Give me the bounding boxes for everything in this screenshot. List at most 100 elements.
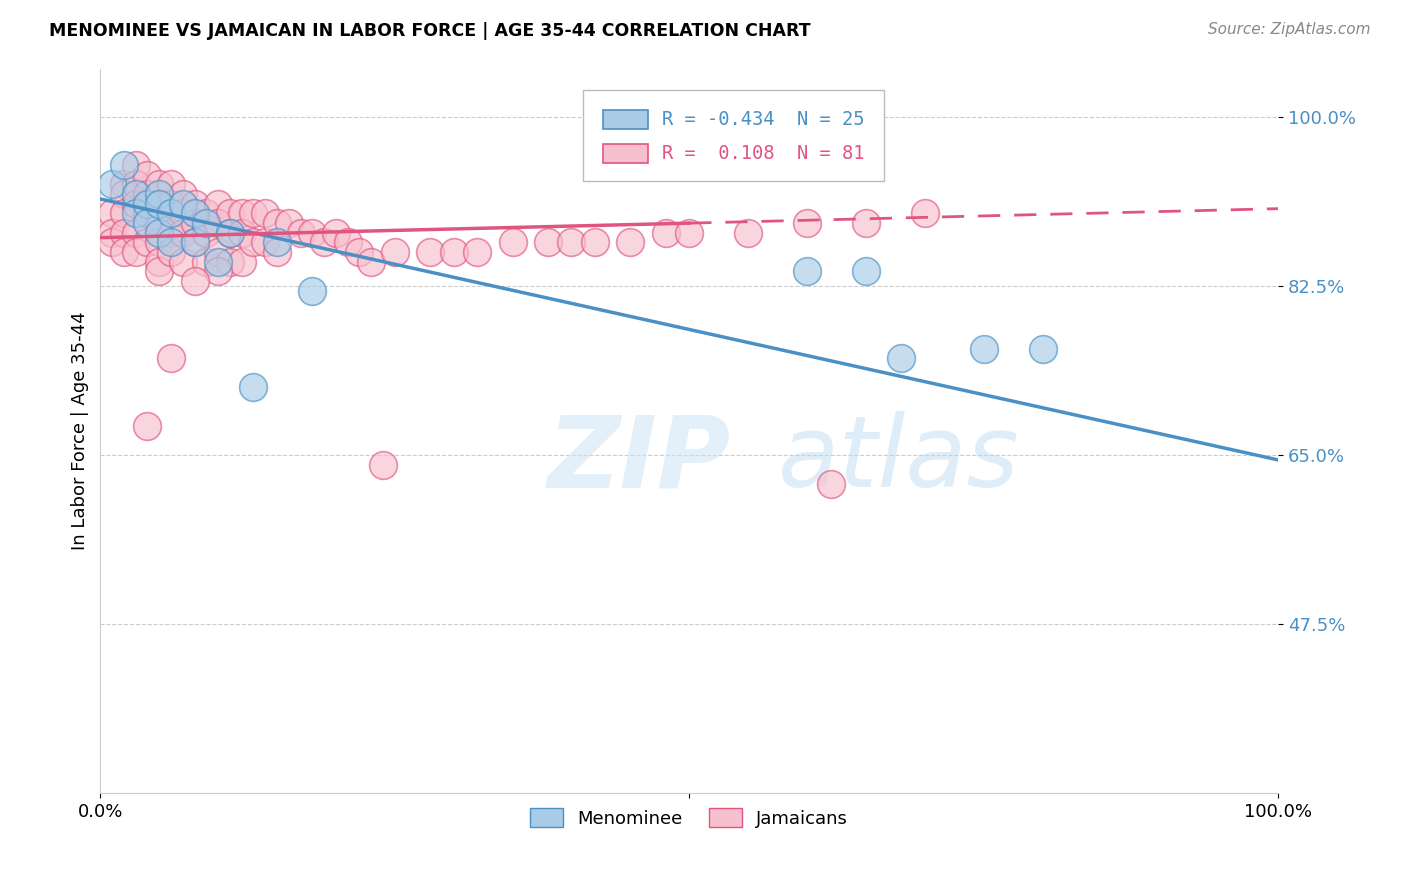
- Text: MENOMINEE VS JAMAICAN IN LABOR FORCE | AGE 35-44 CORRELATION CHART: MENOMINEE VS JAMAICAN IN LABOR FORCE | A…: [49, 22, 811, 40]
- Point: [148, 216, 170, 230]
- Point: [112, 158, 135, 172]
- Point: [855, 216, 877, 230]
- Point: [219, 226, 242, 240]
- Point: [560, 235, 582, 250]
- Point: [537, 235, 560, 250]
- Point: [160, 245, 183, 260]
- Point: [207, 245, 229, 260]
- Point: [125, 206, 148, 220]
- Text: Source: ZipAtlas.com: Source: ZipAtlas.com: [1208, 22, 1371, 37]
- Legend: Menominee, Jamaicans: Menominee, Jamaicans: [523, 801, 855, 835]
- Point: [314, 235, 336, 250]
- Point: [125, 158, 148, 172]
- Point: [219, 255, 242, 269]
- Point: [160, 351, 183, 366]
- Point: [125, 226, 148, 240]
- Point: [136, 206, 159, 220]
- Point: [254, 235, 277, 250]
- Point: [890, 351, 912, 366]
- Point: [101, 235, 124, 250]
- Point: [737, 226, 759, 240]
- Point: [148, 226, 170, 240]
- FancyBboxPatch shape: [583, 90, 883, 181]
- Y-axis label: In Labor Force | Age 35-44: In Labor Force | Age 35-44: [72, 311, 89, 550]
- Point: [219, 226, 242, 240]
- Point: [973, 342, 995, 356]
- Point: [195, 255, 218, 269]
- Point: [266, 245, 288, 260]
- Point: [183, 235, 205, 250]
- Point: [112, 245, 135, 260]
- Point: [183, 206, 205, 220]
- Point: [266, 235, 288, 250]
- Point: [231, 226, 253, 240]
- Point: [231, 206, 253, 220]
- Point: [419, 245, 441, 260]
- Point: [654, 226, 676, 240]
- Point: [231, 255, 253, 269]
- Bar: [603, 110, 648, 128]
- Point: [183, 216, 205, 230]
- Point: [136, 187, 159, 202]
- Point: [371, 458, 394, 472]
- Point: [207, 264, 229, 278]
- Point: [242, 235, 264, 250]
- Text: R = -0.434  N = 25: R = -0.434 N = 25: [662, 110, 865, 128]
- Point: [195, 206, 218, 220]
- Point: [266, 216, 288, 230]
- Point: [125, 196, 148, 211]
- Point: [112, 226, 135, 240]
- Point: [349, 245, 371, 260]
- Point: [148, 264, 170, 278]
- Point: [254, 206, 277, 220]
- Point: [101, 206, 124, 220]
- Point: [136, 419, 159, 434]
- Point: [160, 206, 183, 220]
- Point: [183, 235, 205, 250]
- Point: [465, 245, 488, 260]
- Point: [112, 206, 135, 220]
- Point: [148, 178, 170, 192]
- Point: [207, 216, 229, 230]
- Point: [502, 235, 524, 250]
- Point: [172, 187, 194, 202]
- Point: [384, 245, 406, 260]
- Point: [336, 235, 359, 250]
- Point: [125, 187, 148, 202]
- Point: [101, 178, 124, 192]
- Point: [183, 196, 205, 211]
- Point: [136, 168, 159, 182]
- Point: [148, 187, 170, 202]
- Point: [148, 196, 170, 211]
- Text: atlas: atlas: [778, 411, 1019, 508]
- Point: [136, 216, 159, 230]
- Point: [183, 274, 205, 288]
- Point: [443, 245, 465, 260]
- Point: [136, 196, 159, 211]
- Point: [136, 235, 159, 250]
- Point: [172, 206, 194, 220]
- Point: [583, 235, 606, 250]
- Point: [277, 216, 299, 230]
- Point: [195, 226, 218, 240]
- Point: [195, 216, 218, 230]
- Point: [172, 226, 194, 240]
- Point: [1032, 342, 1054, 356]
- Point: [148, 255, 170, 269]
- Point: [796, 216, 818, 230]
- Point: [125, 245, 148, 260]
- Point: [290, 226, 312, 240]
- Point: [678, 226, 700, 240]
- Point: [160, 196, 183, 211]
- Point: [242, 380, 264, 394]
- Point: [242, 206, 264, 220]
- Point: [125, 178, 148, 192]
- Text: R =  0.108  N = 81: R = 0.108 N = 81: [662, 144, 865, 163]
- Point: [301, 284, 323, 298]
- Point: [148, 235, 170, 250]
- Point: [855, 264, 877, 278]
- Point: [160, 226, 183, 240]
- Point: [172, 255, 194, 269]
- Point: [820, 477, 842, 491]
- Point: [301, 226, 323, 240]
